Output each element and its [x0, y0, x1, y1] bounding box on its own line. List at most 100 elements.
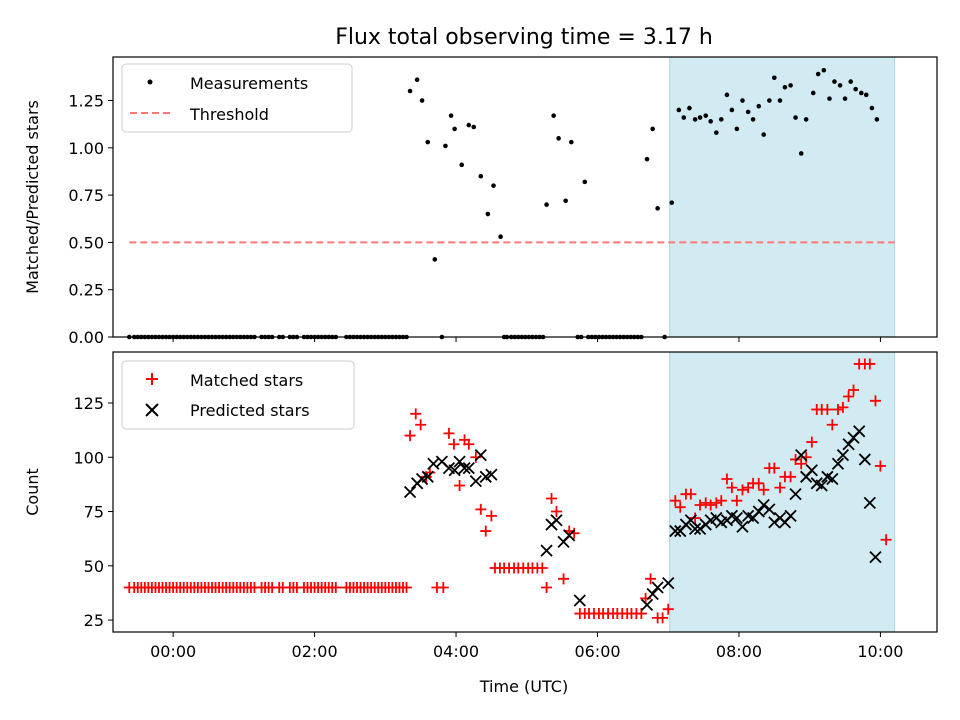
measurement-point: [676, 107, 682, 113]
x-axis-label: Time (UTC): [479, 677, 568, 696]
y-tick-label: 0.50: [68, 233, 104, 252]
bottom-axes-frame: [112, 351, 938, 633]
matched-star-point: [424, 466, 436, 478]
predicted-star-point: [768, 516, 781, 529]
measurement-point: [718, 117, 724, 122]
y-tick-label: 0.75: [68, 186, 104, 205]
measurement-point: [842, 96, 848, 101]
matched-star-point: [404, 430, 416, 442]
predicted-star-point: [688, 522, 702, 536]
predicted-star-point: [736, 520, 749, 533]
matched-star-point: [710, 497, 722, 509]
measurement-point: [466, 122, 472, 128]
matched-star-point: [689, 512, 701, 524]
matched-star-point: [864, 358, 876, 370]
y-tick-label: 0.00: [68, 328, 104, 347]
matched-star-point: [443, 427, 455, 439]
measurement-point: [761, 132, 767, 137]
predicted-star-point: [863, 496, 876, 509]
measurement-point: [407, 88, 413, 94]
y-tick-label: 125: [73, 394, 104, 413]
y-tick-label: 100: [73, 448, 104, 467]
matched-star-point: [558, 573, 570, 585]
predicted-star-point: [651, 581, 664, 594]
predicted-star-point: [842, 438, 855, 451]
matched-star-point: [753, 477, 765, 489]
predicted-star-point: [853, 425, 866, 438]
measurement-point: [827, 96, 832, 101]
bottom-legend: Matched stars Predicted stars: [121, 360, 355, 430]
measurement-point: [708, 119, 713, 124]
measurement-point: [655, 206, 660, 211]
measurement-point: [697, 115, 703, 120]
bottom-shaded-region: [669, 351, 896, 633]
legend-label-threshold: Threshold: [189, 105, 269, 124]
matched-star-point: [721, 473, 733, 485]
bottom-y-axis-label: Count: [23, 468, 42, 516]
matched-star-point: [480, 525, 492, 537]
measurement-point: [777, 98, 783, 103]
measurement-point: [498, 234, 503, 240]
matched-star-point: [790, 453, 802, 465]
measurement-point: [815, 71, 821, 77]
predicted-star-point: [421, 470, 434, 483]
matched-star-point: [401, 582, 413, 594]
matched-star-point: [705, 499, 717, 511]
measurement-point: [821, 67, 827, 73]
measurement-point: [767, 98, 772, 103]
matched-star-point: [674, 501, 686, 513]
bottom-panel: 25 50 75 100 125 00:00 02:00 04:00 06:00 08:00 10:…: [23, 351, 938, 696]
predicted-star-point: [640, 598, 654, 612]
predicted-star-point: [563, 529, 576, 542]
measurement-point: [756, 103, 762, 109]
legend-label-matched: Matched stars: [190, 371, 303, 390]
measurement-point: [745, 109, 751, 115]
predicted-star-point: [805, 464, 818, 477]
measurement-point: [425, 139, 431, 145]
matched-star-point: [848, 384, 860, 396]
measurement-point: [740, 98, 745, 103]
measurement-point: [724, 92, 730, 98]
predicted-star-point: [462, 461, 475, 475]
measurement-point: [681, 115, 687, 120]
predicted-star-point: [427, 457, 440, 470]
matched-star-point: [685, 488, 697, 500]
matched-star-point: [463, 438, 475, 450]
predicted-star-point: [757, 498, 770, 512]
measurement-point: [478, 173, 484, 179]
predicted-star-point: [763, 503, 776, 516]
matched-star-point: [475, 503, 487, 515]
top-legend-box: [121, 63, 353, 133]
measurement-point: [734, 126, 740, 132]
matched-star-point: [454, 479, 466, 491]
matched-star-point: [843, 390, 855, 402]
measurement-point: [419, 98, 425, 103]
measurement-point: [863, 92, 869, 98]
measurement-point: [848, 79, 854, 84]
predicted-star-point: [784, 509, 797, 523]
matched-star-point: [694, 499, 706, 511]
x-tick-label: 06:00: [574, 642, 620, 661]
predicted-star-point: [836, 448, 850, 462]
measurement-point: [832, 79, 837, 84]
predicted-star-point: [448, 464, 461, 477]
measurement-point: [644, 156, 650, 162]
measurement-point: [714, 130, 719, 135]
bottom-legend-box: [121, 360, 355, 430]
matched-star-point: [806, 436, 818, 448]
measurement-point: [859, 90, 864, 96]
matched-star-point: [415, 419, 427, 431]
measurement-point: [798, 151, 804, 156]
measurement-point: [729, 107, 735, 113]
measurement-point: [687, 105, 692, 111]
measurement-point: [869, 105, 875, 111]
x-tick-label: 02:00: [292, 642, 338, 661]
predicted-star-point: [693, 522, 707, 536]
matched-star-point: [662, 603, 674, 615]
measurement-point: [471, 124, 477, 130]
x-tick-label: 00:00: [150, 642, 196, 661]
matched-star-point: [485, 510, 497, 522]
top-axes-frame: [112, 56, 938, 338]
matched-star-point: [832, 404, 844, 416]
